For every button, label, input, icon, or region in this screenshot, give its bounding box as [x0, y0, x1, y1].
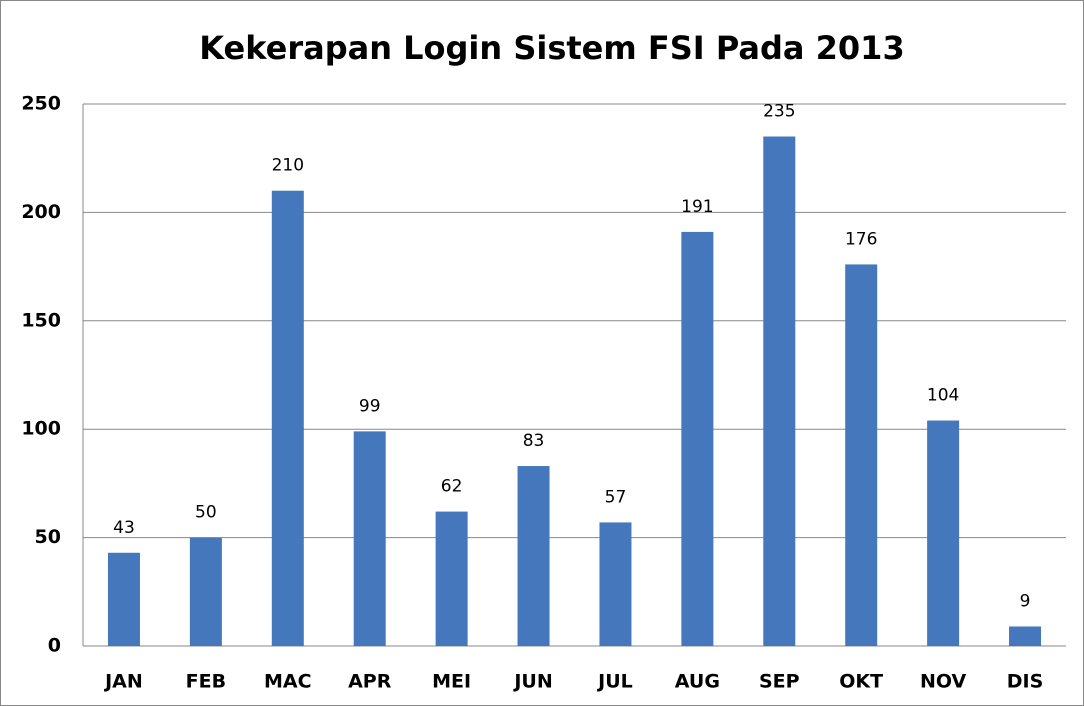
x-tick-label: AUG — [675, 671, 720, 693]
y-tick-label: 200 — [21, 201, 61, 223]
y-tick-label: 250 — [21, 93, 61, 115]
x-tick-label: MAC — [264, 671, 312, 693]
x-tick-label: APR — [348, 671, 392, 693]
data-label: 191 — [681, 197, 713, 217]
bar — [845, 264, 878, 646]
bar — [435, 511, 468, 646]
bar — [189, 537, 222, 646]
bar — [763, 136, 796, 646]
bar — [681, 231, 714, 647]
bar — [517, 466, 550, 646]
y-tick-label: 0 — [48, 635, 61, 657]
data-label: 57 — [605, 487, 627, 507]
x-tick-label: NOV — [920, 671, 967, 693]
x-tick-label: FEB — [186, 671, 226, 693]
x-tick-label: JUL — [596, 671, 633, 693]
data-label: 210 — [272, 156, 304, 176]
x-tick-label: OKT — [839, 671, 883, 693]
data-label: 9 — [1020, 591, 1031, 611]
data-label: 235 — [763, 102, 795, 122]
plot-area: 0 50 100 150 200 250 JAN 43 FEB 50 MAC 210 APR 99 MEI 6… — [21, 93, 1066, 693]
bar — [107, 552, 140, 646]
bar — [599, 522, 632, 646]
x-tick-label: SEP — [759, 671, 800, 693]
data-label: 62 — [441, 477, 463, 497]
data-label: 50 — [195, 503, 217, 523]
data-label: 104 — [927, 386, 959, 406]
x-tick-label: MEI — [432, 671, 471, 693]
bar — [1009, 626, 1042, 646]
bar — [927, 420, 960, 646]
y-tick-label: 100 — [21, 418, 61, 440]
x-tick-label: JUN — [512, 671, 552, 693]
data-label: 99 — [359, 396, 381, 416]
x-tick-label: JAN — [103, 671, 143, 693]
data-label: 83 — [523, 431, 545, 451]
x-tick-label: DIS — [1007, 671, 1044, 693]
y-tick-label: 150 — [21, 309, 61, 331]
bar — [271, 190, 304, 646]
data-label: 43 — [113, 518, 135, 538]
chart-title: Kekerapan Login Sistem FSI Pada 2013 — [199, 29, 904, 67]
data-label: 176 — [845, 229, 877, 249]
y-tick-label: 50 — [35, 526, 61, 548]
bar — [353, 431, 386, 646]
